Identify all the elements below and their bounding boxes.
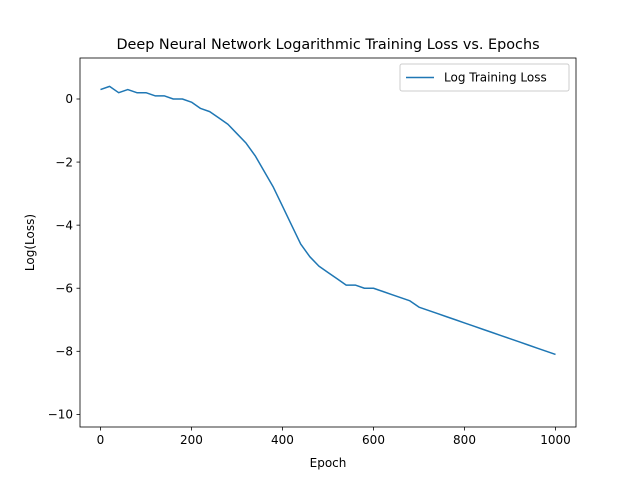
y-tick-label: −6 xyxy=(55,281,73,295)
legend-box xyxy=(399,63,570,92)
y-tick-label: −8 xyxy=(55,345,73,359)
x-tick-label: 0 xyxy=(97,433,105,447)
x-tick-label: 1000 xyxy=(540,433,571,447)
x-axis-label: Epoch xyxy=(310,456,347,470)
y-tick-label: −4 xyxy=(55,218,73,232)
x-tick-label: 800 xyxy=(453,433,476,447)
y-tick-label: 0 xyxy=(65,92,73,106)
x-tick-label: 200 xyxy=(180,433,203,447)
plot-frame xyxy=(79,57,577,428)
x-axis-ticks: 0 200 400 600 800 1000 xyxy=(97,427,571,447)
legend: Log Training Loss xyxy=(399,63,570,92)
y-tick-label: −2 xyxy=(55,155,73,169)
chart-title: Deep Neural Network Logarithmic Training… xyxy=(116,37,539,53)
y-axis-label: Log(Loss) xyxy=(23,214,37,271)
y-tick-label: −10 xyxy=(48,408,73,422)
x-tick-label: 600 xyxy=(362,433,385,447)
legend-label: Log Training Loss xyxy=(444,71,547,85)
y-axis-ticks: 0 −2 −4 −6 −8 −10 xyxy=(48,92,80,422)
x-tick-label: 400 xyxy=(271,433,294,447)
plot-background xyxy=(80,58,576,427)
series-layer xyxy=(100,85,556,356)
series-line xyxy=(100,85,556,356)
